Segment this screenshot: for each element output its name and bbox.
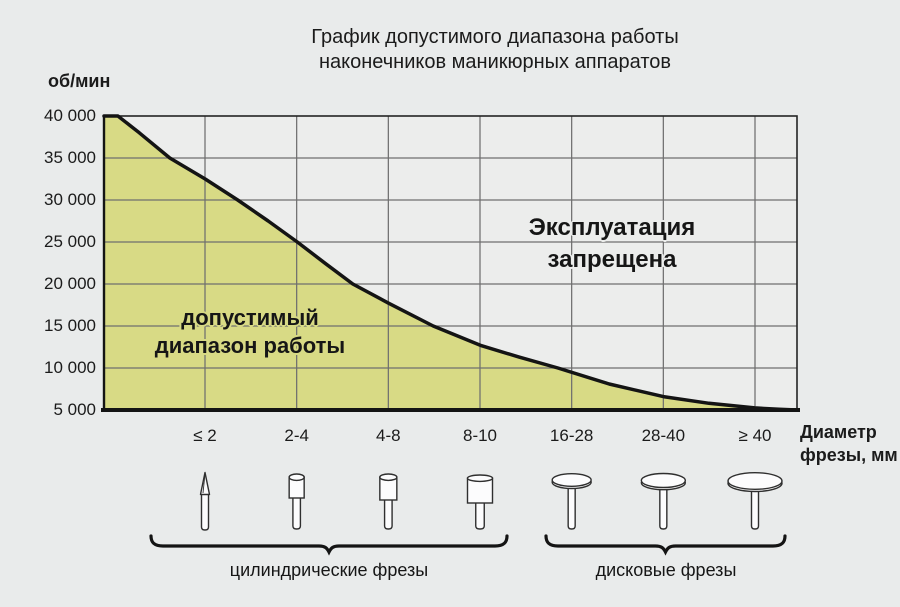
disc-burrs-group-label: дисковые фрезы bbox=[595, 560, 737, 580]
small-disc-burr-icon bbox=[551, 473, 592, 530]
y-tick-label-35000: 35 000 bbox=[44, 148, 96, 167]
small-cylinder-burr-icon bbox=[288, 473, 305, 530]
x-tick-label-1: 2-4 bbox=[284, 426, 309, 445]
y-tick-label-10000: 10 000 bbox=[44, 358, 96, 377]
taper-burr-icon bbox=[199, 471, 211, 531]
y-tick-label-20000: 20 000 bbox=[44, 274, 96, 293]
cylindrical-burrs-group-label: цилиндрические фрезы bbox=[229, 560, 429, 580]
forbidden-region-label: Эксплуатация запрещена bbox=[412, 212, 812, 276]
chart-title-line2: наконечников маникюрных аппаратов bbox=[318, 51, 672, 73]
burr-icons bbox=[199, 471, 783, 531]
y-tick-label-15000: 15 000 bbox=[44, 316, 96, 335]
x-axis-title-line1: Диаметр bbox=[800, 422, 877, 442]
forbidden-region-label-line1: Эксплуатация bbox=[528, 214, 696, 241]
gridlines bbox=[104, 116, 797, 410]
x-axis-title: Диаметр фрезы, мм bbox=[800, 421, 898, 467]
limit-curve bbox=[102, 114, 799, 412]
y-tick-label-30000: 30 000 bbox=[44, 190, 96, 209]
large-disc-burr-icon bbox=[727, 472, 783, 530]
x-axis-title-line2: фрезы, мм bbox=[800, 445, 898, 465]
y-tick-label-25000: 25 000 bbox=[44, 232, 96, 251]
allowed-region-label-line1: допустимый bbox=[181, 305, 319, 330]
chart-title: График допустимого диапазона работы нако… bbox=[90, 25, 900, 75]
large-cylinder-burr-icon bbox=[466, 474, 494, 530]
x-tick-label-5: 28-40 bbox=[641, 426, 686, 445]
allowed-area bbox=[104, 116, 797, 410]
medium-cylinder-burr-icon bbox=[379, 473, 398, 530]
y-tick-label-5000: 5 000 bbox=[53, 400, 96, 419]
chart-title-line1: График допустимого диапазона работы bbox=[311, 26, 679, 48]
allowed-region-label-line2: диапазон работы bbox=[154, 333, 346, 358]
x-tick-label-0: ≤ 2 bbox=[193, 426, 217, 445]
x-tick-label-2: 4-8 bbox=[376, 426, 401, 445]
allowed-region-label: допустимый диапазон работы bbox=[100, 304, 400, 360]
x-tick-label-4: 16-28 bbox=[549, 426, 594, 445]
x-tick-label-6: ≥ 40 bbox=[738, 426, 772, 445]
medium-disc-burr-icon bbox=[640, 472, 687, 530]
x-tick-label-3: 8-10 bbox=[462, 426, 498, 445]
y-tick-label-40000: 40 000 bbox=[44, 106, 96, 125]
disc-burrs-brace bbox=[544, 534, 787, 556]
cylindrical-burrs-brace bbox=[149, 534, 509, 556]
forbidden-region-label-line2: запрещена bbox=[547, 246, 677, 273]
y-axis-title: об/мин bbox=[48, 71, 111, 91]
